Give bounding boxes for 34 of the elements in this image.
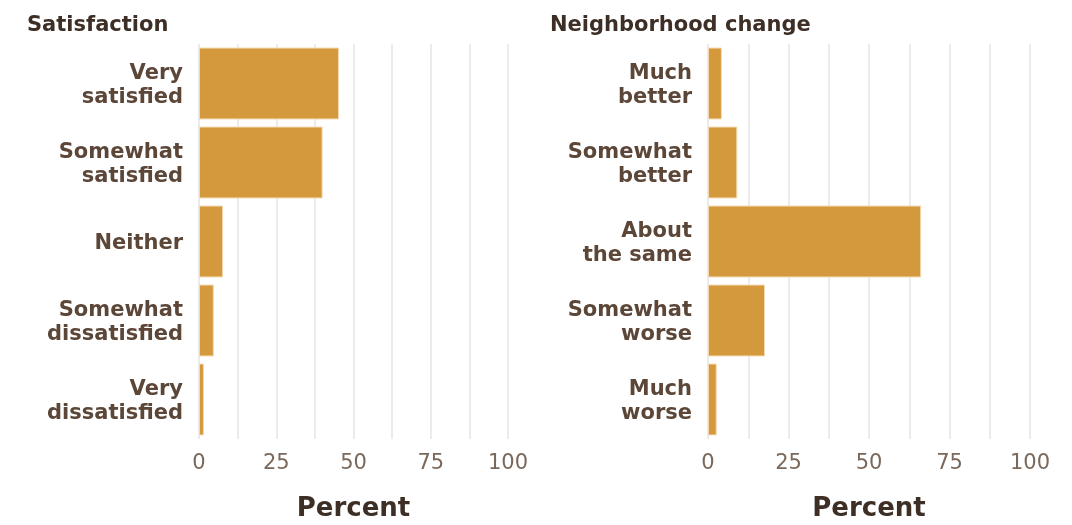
bar: [708, 363, 717, 436]
x-tick-label: 0: [192, 449, 206, 474]
bar: [708, 284, 765, 357]
y-tick-label: About the same: [582, 217, 692, 266]
x-tick-label: 25: [775, 449, 802, 474]
x-tick-label: 0: [701, 449, 715, 474]
y-tick-label: Very satisfied: [81, 59, 184, 108]
y-tick-label: Much worse: [621, 375, 692, 424]
y-tick-label: Somewhat satisfied: [58, 138, 183, 187]
bar: [708, 205, 922, 278]
x-tick-label: 75: [936, 449, 963, 474]
x-tick-label: 50: [855, 449, 883, 474]
bar: [199, 126, 323, 199]
x-axis-title: Percent: [296, 492, 411, 522]
x-tick-label: 75: [417, 449, 445, 474]
bar: [199, 284, 214, 357]
y-tick-label: Somewhat better: [567, 138, 693, 187]
bar: [199, 47, 339, 120]
bar: [199, 363, 204, 436]
y-tick-label: Much better: [618, 59, 693, 108]
x-axis-title: Percent: [812, 492, 926, 522]
x-tick-label: 25: [262, 449, 290, 474]
chart-title: Satisfaction: [27, 11, 169, 36]
bar: [199, 205, 224, 278]
y-tick-label: Somewhat worse: [567, 296, 692, 345]
bar: [708, 126, 738, 199]
y-tick-label: Somewhat dissatisfied: [47, 296, 183, 345]
x-tick-label: 100: [487, 449, 529, 474]
y-tick-label: Neither: [94, 229, 184, 254]
y-tick-label: Very dissatisfied: [47, 375, 184, 424]
chart-title: Neighborhood change: [550, 11, 811, 36]
x-tick-label: 50: [340, 449, 367, 474]
bar: [708, 47, 722, 120]
x-tick-label: 100: [1009, 449, 1051, 474]
